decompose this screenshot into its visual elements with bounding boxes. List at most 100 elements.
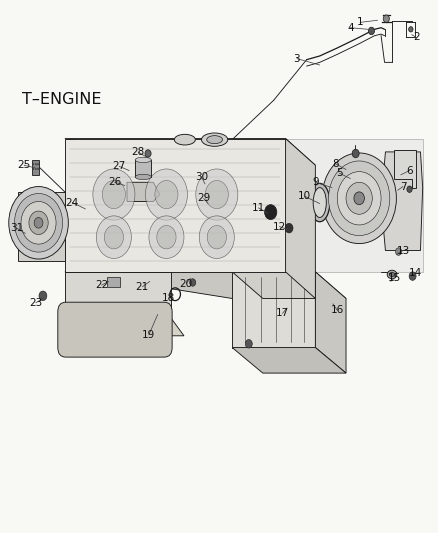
Text: 30: 30 [195,172,208,182]
Ellipse shape [207,136,223,144]
Circle shape [407,186,412,192]
Circle shape [354,192,364,205]
Text: T–ENGINE: T–ENGINE [22,92,102,107]
Circle shape [37,168,39,170]
Circle shape [35,163,37,165]
Circle shape [352,149,359,158]
Circle shape [29,211,48,235]
Text: 17: 17 [276,309,289,318]
Circle shape [37,163,39,165]
Text: 2: 2 [413,33,420,42]
Text: 5: 5 [336,168,343,178]
Polygon shape [381,152,423,251]
Text: 6: 6 [406,166,413,175]
Circle shape [322,153,396,244]
Circle shape [265,205,277,220]
Circle shape [190,279,196,286]
Polygon shape [394,150,416,188]
Text: 1: 1 [357,18,364,27]
Polygon shape [286,139,315,298]
Text: 4: 4 [347,23,354,33]
Text: 24: 24 [66,198,79,207]
Circle shape [157,225,176,249]
Polygon shape [65,312,166,344]
Circle shape [96,216,131,259]
Ellipse shape [135,157,152,163]
Circle shape [102,181,125,208]
Text: 10: 10 [298,191,311,201]
Text: 16: 16 [331,305,344,315]
Text: 8: 8 [332,159,339,168]
Text: 13: 13 [396,246,410,255]
Ellipse shape [174,134,195,145]
Text: 15: 15 [388,273,401,283]
Circle shape [32,168,34,170]
Circle shape [245,340,252,348]
Text: 20: 20 [180,279,193,288]
Polygon shape [127,182,160,201]
Circle shape [337,172,381,225]
Polygon shape [232,272,346,298]
Ellipse shape [387,270,397,279]
Circle shape [9,187,68,259]
Text: 18: 18 [162,294,175,303]
Circle shape [409,27,413,32]
Polygon shape [65,139,315,165]
Polygon shape [135,160,151,177]
Text: 27: 27 [113,161,126,171]
Text: 29: 29 [197,193,210,203]
Polygon shape [32,160,39,175]
Ellipse shape [313,188,326,217]
Circle shape [199,216,234,259]
Circle shape [35,168,37,170]
Text: 26: 26 [108,177,121,187]
Text: 3: 3 [293,54,300,63]
Circle shape [145,169,187,220]
Circle shape [396,248,402,255]
Polygon shape [107,277,120,287]
Polygon shape [18,192,65,261]
Circle shape [196,169,238,220]
Ellipse shape [389,272,395,277]
Text: 12: 12 [273,222,286,231]
Text: 25: 25 [18,160,31,170]
Circle shape [93,169,135,220]
Circle shape [34,217,43,228]
FancyBboxPatch shape [58,302,172,357]
Text: 22: 22 [95,280,108,290]
Text: 14: 14 [409,269,422,278]
Circle shape [21,201,56,244]
Polygon shape [65,139,286,272]
Circle shape [155,181,178,208]
Circle shape [285,223,293,233]
Polygon shape [232,272,315,348]
Polygon shape [65,272,315,298]
Circle shape [39,291,47,301]
Ellipse shape [135,174,152,180]
Circle shape [368,27,374,35]
Circle shape [104,225,124,249]
Text: 7: 7 [399,182,406,191]
Circle shape [328,161,390,236]
Polygon shape [315,272,346,373]
Text: 9: 9 [312,177,319,187]
Text: 21: 21 [136,282,149,292]
Text: 31: 31 [10,223,23,233]
Polygon shape [280,139,423,272]
Polygon shape [65,272,171,312]
Polygon shape [232,348,346,373]
Circle shape [205,181,228,208]
Circle shape [14,193,63,252]
Text: 28: 28 [131,147,145,157]
Circle shape [149,216,184,259]
Circle shape [32,163,34,165]
Text: 11: 11 [252,203,265,213]
Text: 23: 23 [29,298,42,308]
Circle shape [383,15,389,22]
Polygon shape [65,312,184,336]
Text: 19: 19 [142,330,155,340]
Circle shape [207,225,226,249]
Ellipse shape [201,133,228,147]
Circle shape [409,272,416,280]
Circle shape [145,150,151,157]
